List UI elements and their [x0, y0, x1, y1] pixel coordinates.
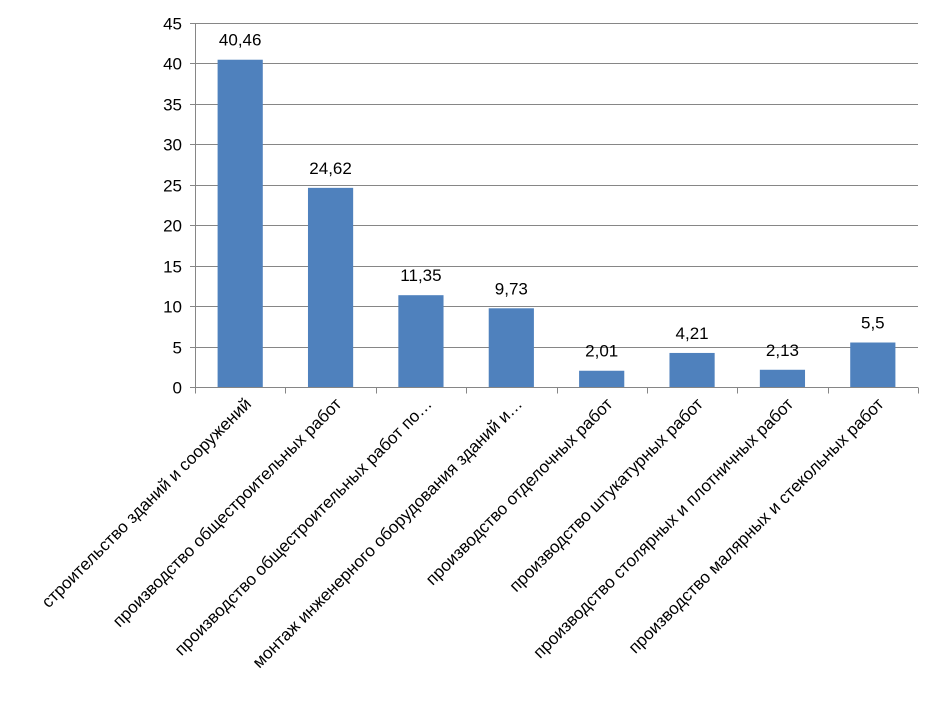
data-label: 11,35	[400, 266, 441, 285]
data-label: 24,62	[309, 159, 352, 178]
data-label: 40,46	[219, 31, 262, 50]
bar	[488, 308, 534, 387]
bars	[217, 59, 896, 387]
category-label: производство штукатурных работ	[506, 394, 707, 595]
y-tick-label: 5	[173, 339, 182, 358]
y-tick-label: 35	[163, 96, 182, 115]
bar	[217, 59, 263, 387]
y-tick-label: 30	[163, 136, 182, 155]
y-tick-label: 45	[163, 15, 182, 34]
y-tick-label: 20	[163, 217, 182, 236]
data-labels: 40,46 24,62 11,35 9,73 2,01 4,21 2,13 5,5	[219, 31, 885, 361]
data-label: 2,01	[585, 342, 618, 361]
data-label: 4,21	[676, 324, 709, 343]
category-labels: строительство зданий и сооруженийпроизво…	[38, 394, 888, 672]
bar	[307, 187, 354, 387]
bar	[579, 370, 625, 387]
y-tick-label: 40	[163, 55, 182, 74]
axes	[195, 23, 919, 394]
bar	[669, 352, 715, 387]
y-tick-label: 15	[163, 258, 182, 277]
data-label: 2,13	[766, 341, 799, 360]
y-tick-labels: 0 5 10 15 20 25 30 35 40 45	[163, 15, 182, 398]
bar	[759, 369, 806, 387]
bar	[398, 295, 444, 387]
y-tick-label: 0	[173, 379, 182, 398]
gridlines	[190, 23, 918, 388]
bar	[850, 342, 896, 387]
y-tick-label: 25	[163, 177, 182, 196]
data-label: 9,73	[495, 279, 528, 298]
y-tick-label: 10	[163, 298, 182, 317]
data-label: 5,5	[861, 314, 885, 333]
category-label: производство отделочных работ	[422, 394, 617, 589]
